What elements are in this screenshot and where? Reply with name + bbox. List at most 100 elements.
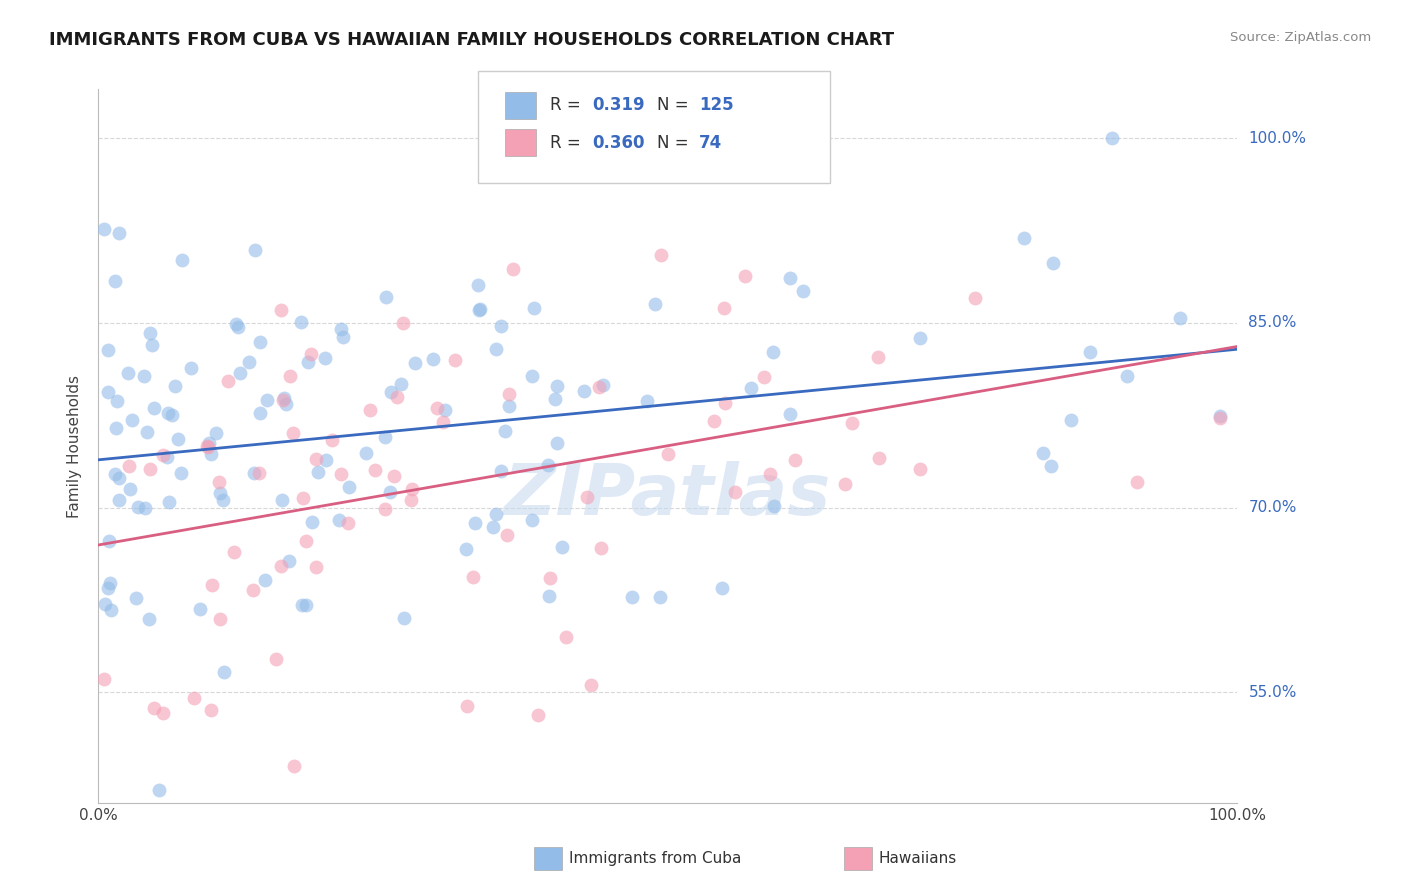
Point: [93, 672, 115, 686]
Point: [208, 612, 231, 626]
Point: [464, 516, 486, 530]
Point: [200, 703, 222, 717]
Point: [650, 590, 672, 604]
Point: [226, 320, 249, 334]
Point: [242, 582, 264, 597]
Point: [792, 285, 814, 299]
Point: [422, 352, 444, 367]
Point: [238, 354, 260, 368]
Point: [387, 390, 409, 404]
Point: [359, 402, 381, 417]
Point: [224, 545, 246, 559]
Point: [546, 379, 568, 393]
Point: [138, 612, 160, 626]
Point: [247, 466, 270, 480]
Point: [315, 452, 337, 467]
Point: [105, 421, 128, 435]
Point: [294, 598, 316, 612]
Point: [621, 590, 644, 604]
Point: [520, 513, 543, 527]
Point: [711, 581, 734, 595]
Point: [278, 368, 301, 383]
Point: [489, 464, 512, 478]
Point: [245, 243, 267, 257]
Text: Source: ZipAtlas.com: Source: ZipAtlas.com: [1230, 31, 1371, 45]
Point: [167, 432, 190, 446]
Point: [142, 700, 165, 714]
Point: [180, 361, 202, 376]
Point: [329, 467, 352, 482]
Text: Immigrants from Cuba: Immigrants from Cuba: [569, 852, 742, 866]
Point: [759, 467, 782, 481]
Point: [1209, 410, 1232, 425]
Point: [485, 342, 508, 356]
Point: [1168, 310, 1191, 325]
Point: [281, 425, 304, 440]
Point: [155, 450, 177, 464]
Point: [496, 528, 519, 542]
Point: [489, 318, 512, 333]
Point: [1042, 256, 1064, 270]
Point: [212, 492, 235, 507]
Point: [305, 452, 328, 467]
Point: [636, 393, 658, 408]
Point: [404, 356, 426, 370]
Point: [538, 589, 561, 603]
Point: [249, 406, 271, 420]
Point: [868, 450, 890, 465]
Point: [97, 384, 120, 399]
Point: [364, 462, 387, 476]
Text: R =: R =: [550, 134, 586, 152]
Point: [271, 392, 294, 407]
Point: [650, 248, 672, 262]
Point: [107, 470, 129, 484]
Point: [200, 447, 222, 461]
Point: [713, 301, 735, 316]
Point: [291, 598, 314, 612]
Point: [270, 303, 292, 318]
Point: [432, 415, 454, 429]
Point: [141, 338, 163, 352]
Point: [100, 603, 122, 617]
Point: [1101, 131, 1123, 145]
Text: N =: N =: [657, 96, 693, 114]
Text: 55.0%: 55.0%: [1249, 684, 1296, 699]
Text: 0.360: 0.360: [592, 134, 644, 152]
Point: [523, 301, 546, 316]
Point: [380, 384, 402, 399]
Text: 74: 74: [699, 134, 723, 152]
Point: [225, 317, 247, 331]
Point: [294, 534, 316, 549]
Point: [108, 493, 131, 508]
Point: [375, 290, 398, 304]
Point: [498, 399, 520, 413]
Point: [714, 396, 737, 410]
Point: [97, 581, 120, 595]
Point: [1060, 413, 1083, 427]
Point: [108, 226, 131, 240]
Point: [329, 322, 352, 336]
Point: [197, 440, 219, 454]
Point: [1040, 459, 1063, 474]
Point: [783, 453, 806, 467]
Point: [270, 559, 292, 574]
Point: [657, 447, 679, 461]
Text: 85.0%: 85.0%: [1249, 316, 1296, 330]
Point: [378, 485, 401, 500]
Text: R =: R =: [550, 96, 586, 114]
Point: [546, 435, 568, 450]
Point: [779, 271, 801, 285]
Point: [337, 516, 360, 530]
Point: [125, 591, 148, 605]
Point: [256, 393, 278, 408]
Point: [264, 651, 287, 665]
Point: [332, 330, 354, 344]
Point: [467, 278, 489, 293]
Point: [139, 326, 162, 340]
Point: [588, 379, 610, 393]
Point: [117, 366, 139, 380]
Point: [703, 413, 725, 427]
Point: [401, 482, 423, 496]
Point: [217, 375, 239, 389]
Point: [382, 469, 405, 483]
